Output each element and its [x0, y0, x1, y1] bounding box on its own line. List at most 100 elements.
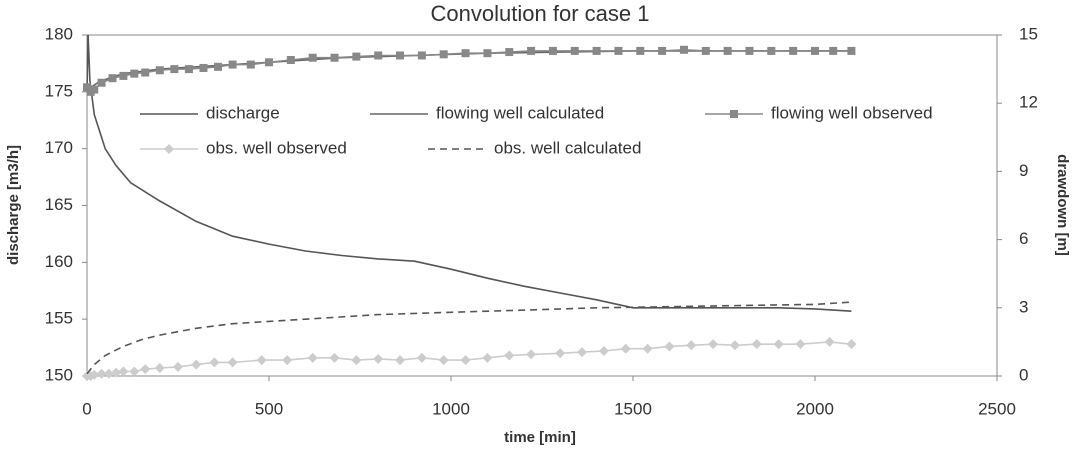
marker: [108, 74, 117, 83]
marker: [351, 355, 362, 366]
x-tick-label: 1000: [432, 399, 470, 418]
marker: [598, 345, 609, 356]
marker: [773, 339, 784, 350]
marker: [729, 340, 740, 351]
legend-marker: [164, 144, 174, 154]
y-tick-label: 180: [45, 24, 73, 43]
marker: [592, 46, 601, 55]
marker: [417, 51, 426, 60]
marker: [723, 46, 732, 55]
marker: [154, 363, 165, 374]
marker: [577, 347, 588, 358]
x-tick-label: 1500: [614, 399, 652, 418]
x-axis-label: time [min]: [504, 429, 576, 446]
marker: [526, 349, 537, 360]
y-tick-label: 170: [45, 138, 73, 157]
marker: [214, 62, 223, 71]
marker: [265, 58, 273, 67]
marker: [751, 339, 762, 350]
y2-tick-label: 12: [1019, 93, 1038, 112]
marker: [118, 366, 129, 377]
marker: [395, 355, 406, 366]
marker: [846, 339, 857, 350]
marker: [184, 65, 193, 74]
y2-tick-label: 6: [1019, 229, 1028, 248]
marker: [745, 46, 754, 55]
marker: [396, 51, 405, 60]
marker: [548, 46, 557, 55]
marker: [461, 49, 470, 58]
marker: [767, 46, 776, 55]
marker: [96, 368, 107, 379]
marker: [829, 46, 838, 55]
marker: [191, 359, 202, 370]
marker: [708, 339, 719, 350]
marker: [307, 352, 318, 363]
marker: [329, 352, 340, 363]
marker: [570, 46, 579, 55]
marker: [416, 352, 427, 363]
marker: [130, 69, 139, 78]
marker: [256, 355, 267, 366]
marker: [505, 48, 514, 57]
marker: [155, 66, 164, 75]
y-tick-label: 175: [45, 81, 73, 100]
marker: [330, 53, 339, 62]
marker: [504, 350, 515, 361]
marker: [141, 68, 150, 77]
marker: [795, 339, 806, 350]
marker: [789, 46, 798, 55]
x-tick-label: 500: [255, 399, 283, 418]
marker: [483, 49, 492, 58]
marker: [527, 46, 536, 55]
marker: [686, 340, 697, 351]
marker: [847, 46, 856, 55]
marker: [89, 369, 100, 380]
legend-marker: [730, 110, 738, 118]
series-line: [86, 34, 852, 312]
y2-tick-label: 3: [1019, 297, 1028, 316]
y2-tick-label: 15: [1019, 24, 1038, 43]
marker: [140, 364, 151, 375]
marker: [636, 46, 645, 55]
marker: [373, 353, 384, 364]
y-tick-label: 155: [45, 309, 73, 328]
marker: [679, 45, 688, 54]
chart-title: Convolution for case 1: [431, 1, 650, 26]
y-tick-label: 165: [45, 195, 73, 214]
marker: [620, 343, 631, 354]
x-tick-label: 0: [82, 399, 91, 418]
marker: [701, 46, 710, 55]
marker: [439, 50, 448, 59]
y-tick-label: 160: [45, 252, 73, 271]
marker: [129, 366, 140, 377]
marker: [227, 357, 238, 368]
marker: [97, 78, 106, 87]
marker: [658, 46, 667, 55]
marker: [119, 71, 128, 80]
y2-axis-label: drawdown [m]: [1054, 154, 1071, 256]
marker: [199, 63, 208, 72]
legend-label: obs. well observed: [206, 138, 347, 157]
marker: [374, 51, 383, 60]
marker: [282, 355, 293, 366]
legend-label: flowing well observed: [771, 103, 933, 122]
marker: [170, 65, 179, 74]
marker: [811, 46, 819, 55]
y-axis-label: discharge [m3/h]: [5, 145, 22, 265]
marker: [824, 336, 835, 347]
marker: [642, 343, 653, 354]
legend-label: flowing well calculated: [436, 103, 604, 122]
x-tick-label: 2000: [796, 399, 834, 418]
marker: [438, 355, 449, 366]
marker: [111, 367, 122, 378]
marker: [90, 85, 99, 94]
marker: [664, 341, 675, 352]
legend-label: obs. well calculated: [494, 138, 641, 157]
y2-tick-label: 0: [1019, 365, 1028, 384]
marker: [286, 56, 295, 65]
marker: [482, 352, 493, 363]
marker: [352, 52, 361, 61]
marker: [308, 53, 317, 62]
